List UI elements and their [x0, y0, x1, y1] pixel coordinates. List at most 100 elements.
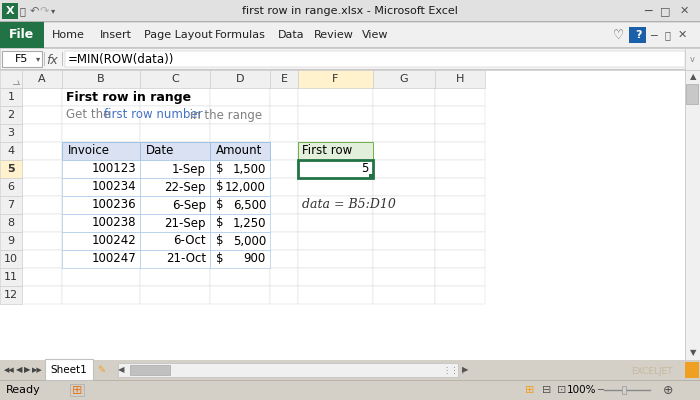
Text: 5: 5 [7, 164, 15, 174]
Bar [22, 232, 62, 250]
Text: 12,000: 12,000 [225, 180, 266, 194]
Text: $: $ [216, 180, 223, 194]
Bar [373, 232, 435, 250]
Bar [435, 286, 485, 304]
Bar [62, 196, 140, 214]
Text: A: A [38, 74, 46, 84]
Bar [298, 214, 373, 232]
Text: Insert: Insert [100, 30, 132, 40]
Bar [270, 250, 298, 268]
Bar [435, 232, 485, 250]
Bar [22, 142, 62, 160]
Text: ─: ─ [644, 4, 652, 18]
Text: 1: 1 [8, 92, 15, 102]
Text: ⊞: ⊞ [525, 385, 535, 395]
Text: D: D [236, 74, 244, 84]
Bar [140, 70, 210, 88]
Bar [62, 160, 140, 178]
Bar [210, 196, 270, 214]
Bar [373, 178, 435, 196]
Text: 1-Sep: 1-Sep [172, 162, 206, 176]
Bar [373, 196, 435, 214]
Bar [0, 22, 700, 48]
Bar [62, 142, 140, 160]
Bar [373, 268, 435, 286]
Bar [0, 196, 22, 214]
Bar [62, 232, 140, 250]
Bar [685, 362, 699, 378]
Bar [140, 142, 210, 160]
Text: First row: First row [302, 144, 352, 158]
Text: Amount: Amount [216, 144, 262, 158]
Bar [140, 160, 210, 178]
Bar [62, 232, 140, 250]
Bar [62, 214, 140, 232]
Text: 100238: 100238 [92, 216, 136, 230]
Text: ⊡: ⊡ [557, 385, 567, 395]
Bar [0, 124, 22, 142]
Bar [270, 178, 298, 196]
Bar [270, 196, 298, 214]
Bar [62, 142, 140, 160]
Bar [210, 142, 270, 160]
Bar [140, 124, 210, 142]
Text: first row number: first row number [104, 108, 202, 122]
Bar [210, 286, 270, 304]
Bar [140, 142, 210, 160]
Text: 6: 6 [8, 182, 15, 192]
Bar [140, 268, 210, 286]
Bar [298, 196, 373, 214]
Bar [0, 214, 22, 232]
Bar [298, 268, 373, 286]
Text: 3: 3 [8, 128, 15, 138]
Bar [210, 232, 270, 250]
Bar [62, 178, 140, 196]
Bar [298, 142, 373, 160]
Bar [270, 286, 298, 304]
Bar [62, 106, 140, 124]
Bar [622, 386, 626, 394]
Text: fx: fx [46, 54, 58, 66]
Text: C: C [171, 74, 179, 84]
Text: ▶: ▶ [462, 366, 468, 374]
Bar [22, 88, 62, 106]
Text: ◀: ◀ [118, 366, 125, 374]
Bar [210, 268, 270, 286]
Bar [0, 69, 700, 70]
Bar [0, 106, 22, 124]
Text: $: $ [216, 198, 223, 212]
Bar [298, 178, 373, 196]
Bar [22, 250, 62, 268]
Text: 8: 8 [8, 218, 15, 228]
Bar [140, 160, 210, 178]
Bar [270, 88, 298, 106]
Bar [435, 250, 485, 268]
Bar [0, 88, 22, 106]
Bar [210, 214, 270, 232]
Text: 1,500: 1,500 [232, 162, 266, 176]
Text: 21-Oct: 21-Oct [166, 252, 206, 266]
Bar [685, 48, 700, 70]
Text: 6,500: 6,500 [232, 198, 266, 212]
Bar [22, 196, 62, 214]
Bar [373, 250, 435, 268]
Text: F5: F5 [15, 54, 29, 64]
Bar [210, 106, 270, 124]
Text: $: $ [216, 234, 223, 248]
Bar [62, 268, 140, 286]
Bar [44, 52, 45, 66]
Text: 6-Oct: 6-Oct [174, 234, 206, 248]
Bar [298, 250, 373, 268]
Text: 100%: 100% [567, 385, 596, 395]
Bar [685, 70, 700, 360]
Bar [22, 286, 62, 304]
Text: ▼: ▼ [690, 348, 696, 358]
Text: 9: 9 [8, 236, 15, 246]
Text: Invoice: Invoice [68, 144, 110, 158]
Text: EXCELJET: EXCELJET [631, 368, 673, 376]
Bar [22, 160, 62, 178]
Bar [210, 178, 270, 196]
Bar [140, 214, 210, 232]
Bar [62, 124, 140, 142]
Text: $: $ [216, 162, 223, 176]
